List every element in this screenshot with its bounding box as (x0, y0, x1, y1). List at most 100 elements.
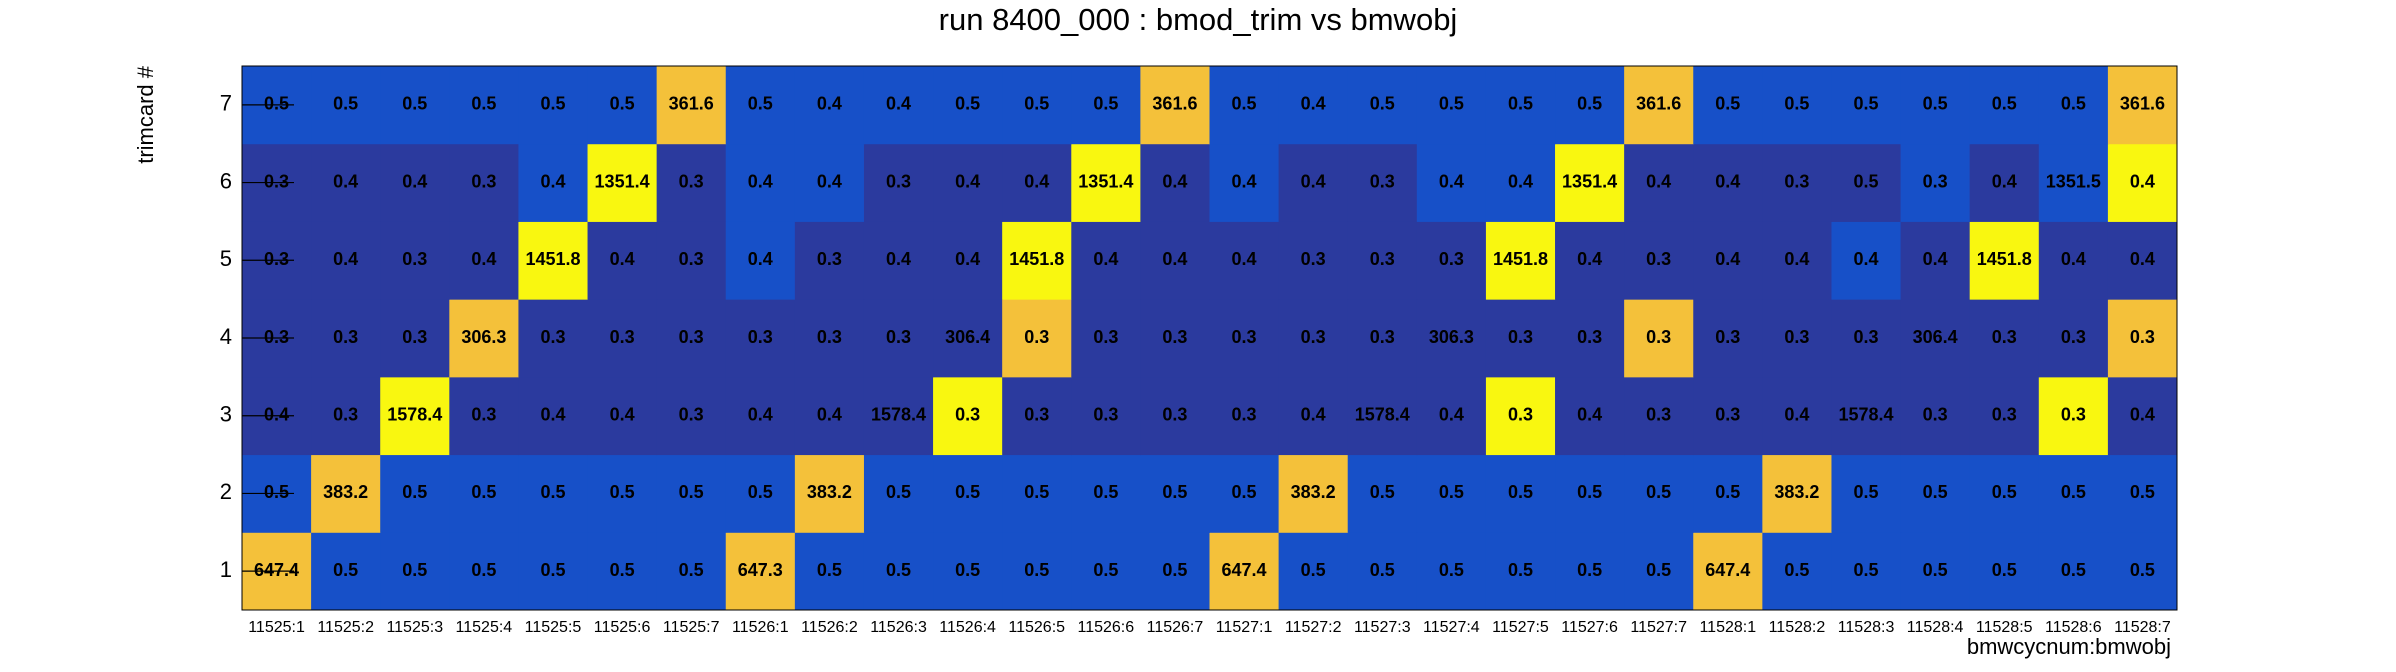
cell (449, 376, 519, 456)
cell-label: 0.5 (1646, 560, 1671, 580)
cell-label: 647.4 (254, 560, 299, 580)
cell-label: 0.5 (1577, 94, 1602, 114)
cell-label: 306.3 (461, 327, 506, 347)
cell-label: 0.5 (264, 94, 289, 114)
cell (518, 376, 589, 456)
cell-label: 0.3 (333, 327, 358, 347)
cell (518, 221, 589, 300)
cell-label: 0.4 (1162, 249, 1187, 269)
cell-label: 0.5 (471, 482, 496, 502)
cell (933, 143, 1003, 222)
cell-label: 0.3 (402, 249, 427, 269)
cell-label: 0.4 (333, 171, 358, 191)
cell (311, 299, 381, 378)
cell-label: 383.2 (1774, 482, 1819, 502)
cell-label: 0.3 (264, 249, 289, 269)
cell (1485, 532, 1556, 611)
cell (1485, 143, 1556, 222)
cell (1140, 376, 1210, 456)
cell (311, 66, 381, 145)
cell-label: 0.5 (1508, 94, 1533, 114)
cell (863, 66, 934, 145)
cell (587, 532, 658, 611)
cell (863, 376, 934, 456)
cell (587, 66, 658, 145)
cell (1831, 376, 1902, 456)
cell-label: 0.4 (1162, 171, 1187, 191)
cell-label: 647.3 (738, 560, 783, 580)
cell-label: 0.5 (1923, 482, 1948, 502)
cell-label: 0.4 (1577, 249, 1602, 269)
cell-label: 0.4 (1715, 171, 1740, 191)
cell-label: 0.4 (748, 171, 773, 191)
x-tick-label: 11528:3 (1838, 619, 1895, 636)
cell (1347, 376, 1418, 456)
x-tick-label: 11526:6 (1078, 619, 1135, 636)
cell (518, 532, 589, 611)
cell (1762, 376, 1832, 456)
cell (311, 221, 381, 300)
cell (1278, 66, 1349, 145)
cell (794, 299, 865, 378)
cell (587, 221, 658, 300)
cell-label: 0.5 (679, 560, 704, 580)
y-tick-label: 1 (220, 557, 232, 582)
cell-label: 0.5 (1301, 560, 1326, 580)
cell (1969, 376, 2040, 456)
cell (449, 221, 519, 300)
cell-label: 0.3 (886, 171, 911, 191)
cell-label: 0.3 (1162, 404, 1187, 424)
cell-label: 0.3 (471, 404, 496, 424)
cell (2038, 66, 2109, 145)
cell-label: 0.5 (1093, 94, 1118, 114)
cell-label: 0.4 (748, 404, 773, 424)
cell (1693, 221, 1763, 300)
cell (933, 376, 1003, 456)
cell-label: 0.4 (1439, 171, 1464, 191)
cell (1209, 221, 1280, 300)
cell (1900, 143, 1971, 222)
cell (1969, 221, 2040, 300)
x-tick-label: 11527:6 (1561, 619, 1618, 636)
cell (656, 143, 727, 222)
cell (449, 532, 519, 611)
cell (1278, 532, 1349, 611)
cell-label: 0.3 (1024, 404, 1049, 424)
cell-label: 0.5 (1162, 560, 1187, 580)
cell-label: 0.3 (1370, 171, 1395, 191)
cell-label: 0.3 (1093, 404, 1118, 424)
cell-label: 0.4 (2130, 171, 2155, 191)
x-tick-label: 11527:7 (1630, 619, 1687, 636)
cell-label: 0.5 (471, 560, 496, 580)
cell-label: 1451.8 (1977, 249, 2032, 269)
cell-label: 0.4 (1232, 249, 1257, 269)
cell (1347, 221, 1418, 300)
cell (380, 376, 450, 456)
cell-label: 1451.8 (1009, 249, 1064, 269)
cell (1624, 376, 1694, 456)
cell (794, 532, 865, 611)
cell (1416, 376, 1487, 456)
cell-label: 0.4 (1784, 249, 1809, 269)
x-tick-label: 11528:7 (2114, 619, 2171, 636)
x-tick-label: 11528:6 (2045, 619, 2102, 636)
cell (1209, 299, 1280, 378)
cell-label: 0.4 (886, 94, 911, 114)
cell-label: 0.5 (2061, 94, 2086, 114)
cell (1693, 532, 1763, 611)
x-tick-label: 11528:5 (1976, 619, 2033, 636)
cell-label: 0.4 (1024, 171, 1049, 191)
cell-label: 0.5 (1854, 560, 1879, 580)
cell-label: 0.3 (817, 249, 842, 269)
cell (587, 454, 658, 533)
cell (380, 143, 450, 222)
x-tick-label: 11527:4 (1423, 619, 1480, 636)
y-tick-label: 5 (220, 246, 232, 271)
cell (656, 454, 727, 533)
cell-label: 1578.4 (1838, 404, 1893, 424)
cell-label: 0.3 (540, 327, 565, 347)
cell-label: 0.5 (886, 482, 911, 502)
cell-label: 0.3 (1370, 327, 1395, 347)
cell (1002, 221, 1072, 300)
cell-label: 0.3 (402, 327, 427, 347)
